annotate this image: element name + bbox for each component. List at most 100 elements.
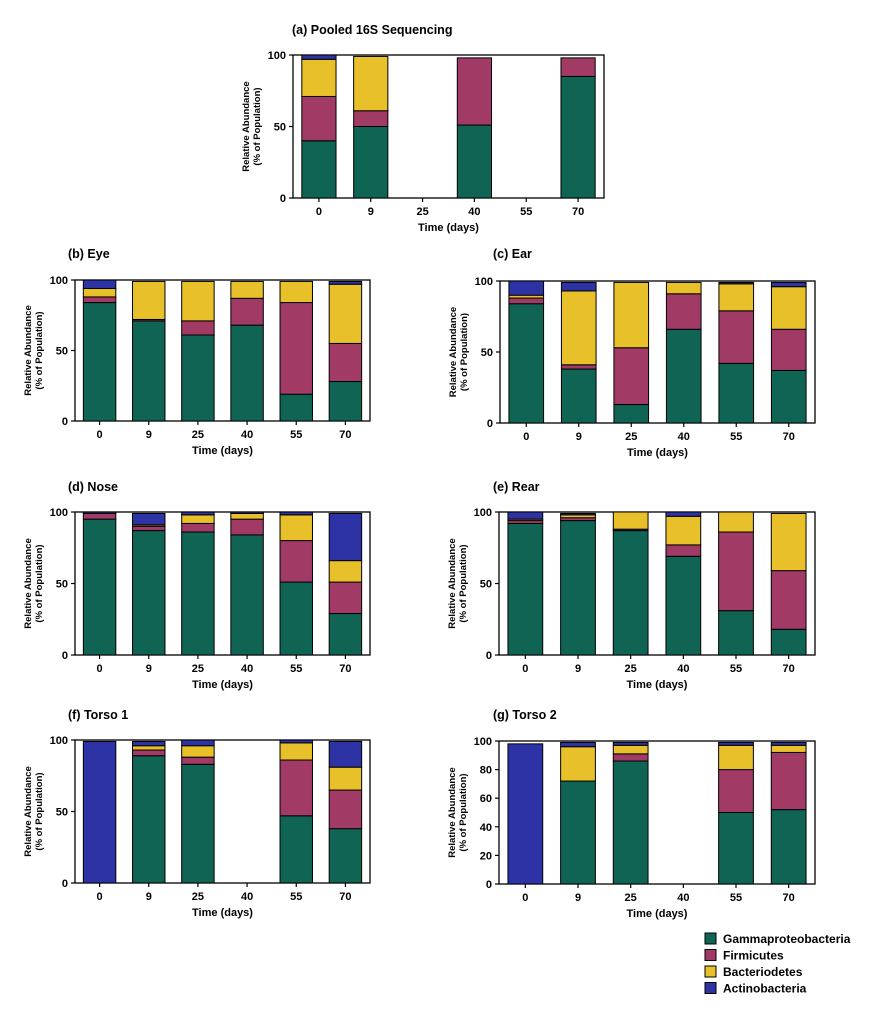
x-tick-label: 55 bbox=[730, 431, 742, 443]
bar-segment-gammaproteobacteria-55 bbox=[279, 815, 313, 884]
chart-title: (b) Eye bbox=[68, 247, 110, 261]
legend-swatch-gammaproteobacteria bbox=[704, 932, 717, 945]
bar-segment-gammaproteobacteria-25 bbox=[612, 760, 649, 885]
chart-title: (f) Torso 1 bbox=[68, 708, 128, 722]
bar-segment-gammaproteobacteria-70 bbox=[328, 828, 363, 884]
bar-segment-gammaproteobacteria-9 bbox=[132, 530, 166, 656]
x-tick-label: 0 bbox=[523, 431, 529, 443]
bar-segment-bacteriodetes-0 bbox=[82, 287, 117, 298]
bar-segment-gammaproteobacteria-25 bbox=[181, 763, 215, 884]
x-tick-label: 9 bbox=[575, 892, 581, 904]
bar-segment-bacteriodetes-70 bbox=[770, 286, 807, 330]
y-tick-label: 60 bbox=[480, 793, 492, 805]
bar-segment-actinobacteria-40 bbox=[230, 511, 264, 514]
y-tick-label: 100 bbox=[268, 50, 286, 62]
chart-title: (d) Nose bbox=[68, 480, 118, 494]
x-tick-label: 40 bbox=[468, 206, 480, 218]
bar-segment-actinobacteria-55 bbox=[718, 281, 755, 285]
bar-segment-gammaproteobacteria-25 bbox=[181, 334, 215, 422]
bar-segment-actinobacteria-0 bbox=[82, 279, 117, 289]
chart-panel-g: (g) Torso 2 0 9 25 40 55 70 0 20 40 60 80 100 Time (d… bbox=[447, 708, 816, 920]
bar-segment-actinobacteria-9 bbox=[132, 740, 166, 747]
bar-segment-firmicutes-9 bbox=[560, 364, 597, 370]
y-axis-label: Relative Abundance bbox=[23, 766, 34, 856]
bar-segment-firmicutes-9 bbox=[132, 525, 166, 532]
x-axis-label: Time (days) bbox=[627, 679, 688, 691]
bar-segment-gammaproteobacteria-0 bbox=[507, 522, 544, 656]
bar-segment-bacteriodetes-70 bbox=[770, 744, 807, 753]
y-axis-label: (% of Population) bbox=[252, 87, 263, 165]
x-tick-label: 70 bbox=[339, 891, 351, 903]
y-tick-label: 100 bbox=[50, 275, 68, 287]
bar-segment-actinobacteria-70 bbox=[328, 512, 363, 562]
y-tick-label: 20 bbox=[480, 850, 492, 862]
bar-segment-gammaproteobacteria-55 bbox=[718, 362, 755, 424]
chart-panel-d: (d) Nose 0 9 25 40 55 70 0 50 100 Time (days) Relat… bbox=[23, 480, 371, 691]
bar-segment-gammaproteobacteria-55 bbox=[718, 812, 754, 885]
bar-segment-actinobacteria-70 bbox=[770, 281, 807, 288]
bar-segment-gammaproteobacteria-0 bbox=[82, 302, 117, 422]
x-tick-label: 55 bbox=[290, 663, 302, 675]
legend-label: Actinobacteria bbox=[723, 982, 807, 996]
bar-segment-bacteriodetes-70 bbox=[328, 766, 363, 791]
bar-segment-gammaproteobacteria-40 bbox=[665, 555, 702, 656]
chart-panel-f: (f) Torso 1 0 9 25 40 55 70 0 50 100 Time (days) Re… bbox=[23, 708, 371, 919]
chart-panel-e: (e) Rear 0 9 25 40 55 70 0 50 100 Time (days) Relat… bbox=[447, 480, 816, 691]
bar-segment-actinobacteria-55 bbox=[279, 739, 313, 744]
chart-title: (a) Pooled 16S Sequencing bbox=[292, 23, 452, 37]
bar-segment-gammaproteobacteria-25 bbox=[613, 404, 650, 424]
bar-segment-actinobacteria-0 bbox=[507, 511, 544, 520]
bar-segment-bacteriodetes-55 bbox=[279, 742, 313, 761]
bar-segment-firmicutes-55 bbox=[279, 302, 313, 395]
legend-label: Gammaproteobacteria bbox=[723, 932, 851, 946]
bar-segment-actinobacteria-9 bbox=[560, 512, 596, 516]
bar-segment-actinobacteria-25 bbox=[181, 511, 215, 516]
x-tick-label: 70 bbox=[339, 663, 351, 675]
bar-segment-gammaproteobacteria-0 bbox=[301, 140, 337, 199]
y-axis-label: (% of Population) bbox=[34, 772, 45, 850]
plot-frame bbox=[498, 740, 816, 885]
bar-segment-firmicutes-40 bbox=[456, 57, 493, 126]
bar-segment-bacteriodetes-25 bbox=[613, 281, 650, 349]
y-axis-label: (% of Population) bbox=[458, 544, 469, 622]
bar-segment-actinobacteria-40 bbox=[665, 511, 702, 517]
y-tick-label: 0 bbox=[62, 878, 68, 890]
bar-segment-gammaproteobacteria-9 bbox=[560, 520, 596, 656]
chart-title: (g) Torso 2 bbox=[493, 708, 557, 722]
y-tick-label: 0 bbox=[486, 879, 492, 891]
bar-segment-bacteriodetes-70 bbox=[328, 560, 363, 583]
bar-segment-bacteriodetes-9 bbox=[560, 290, 597, 366]
bar-segment-gammaproteobacteria-9 bbox=[353, 126, 389, 199]
bar-segment-firmicutes-25 bbox=[181, 522, 215, 533]
bar-segment-gammaproteobacteria-9 bbox=[560, 368, 597, 424]
x-tick-label: 0 bbox=[316, 206, 322, 218]
y-tick-label: 50 bbox=[56, 579, 68, 591]
plot-frame bbox=[292, 54, 605, 199]
bar-segment-firmicutes-55 bbox=[718, 310, 755, 364]
y-tick-label: 0 bbox=[62, 416, 68, 428]
legend-label: Firmicutes bbox=[723, 949, 784, 963]
x-axis-label: Time (days) bbox=[192, 679, 253, 691]
bar-segment-firmicutes-0 bbox=[82, 296, 117, 304]
bar-segment-bacteriodetes-25 bbox=[181, 280, 215, 322]
x-tick-label: 25 bbox=[416, 206, 428, 218]
bar-segment-firmicutes-70 bbox=[770, 328, 807, 371]
bar-segment-actinobacteria-0 bbox=[301, 54, 337, 60]
x-axis-label: Time (days) bbox=[192, 445, 253, 457]
bar-segment-bacteriodetes-25 bbox=[612, 511, 649, 530]
y-tick-label: 100 bbox=[474, 736, 492, 748]
bar-segment-bacteriodetes-9 bbox=[132, 745, 166, 751]
y-tick-label: 100 bbox=[50, 507, 68, 519]
bar-segment-firmicutes-55 bbox=[718, 531, 754, 612]
legend-swatch-bacteriodetes bbox=[704, 965, 717, 978]
bar-segment-firmicutes-9 bbox=[132, 749, 166, 757]
bar-segment-gammaproteobacteria-40 bbox=[665, 328, 702, 424]
x-tick-label: 70 bbox=[572, 206, 584, 218]
bar-segment-gammaproteobacteria-70 bbox=[328, 381, 363, 422]
x-tick-label: 0 bbox=[522, 663, 528, 675]
x-tick-label: 25 bbox=[625, 892, 637, 904]
y-tick-label: 50 bbox=[274, 122, 286, 134]
bar-segment-bacteriodetes-40 bbox=[230, 280, 264, 299]
x-tick-label: 25 bbox=[192, 891, 204, 903]
y-axis-label: (% of Population) bbox=[458, 773, 469, 851]
